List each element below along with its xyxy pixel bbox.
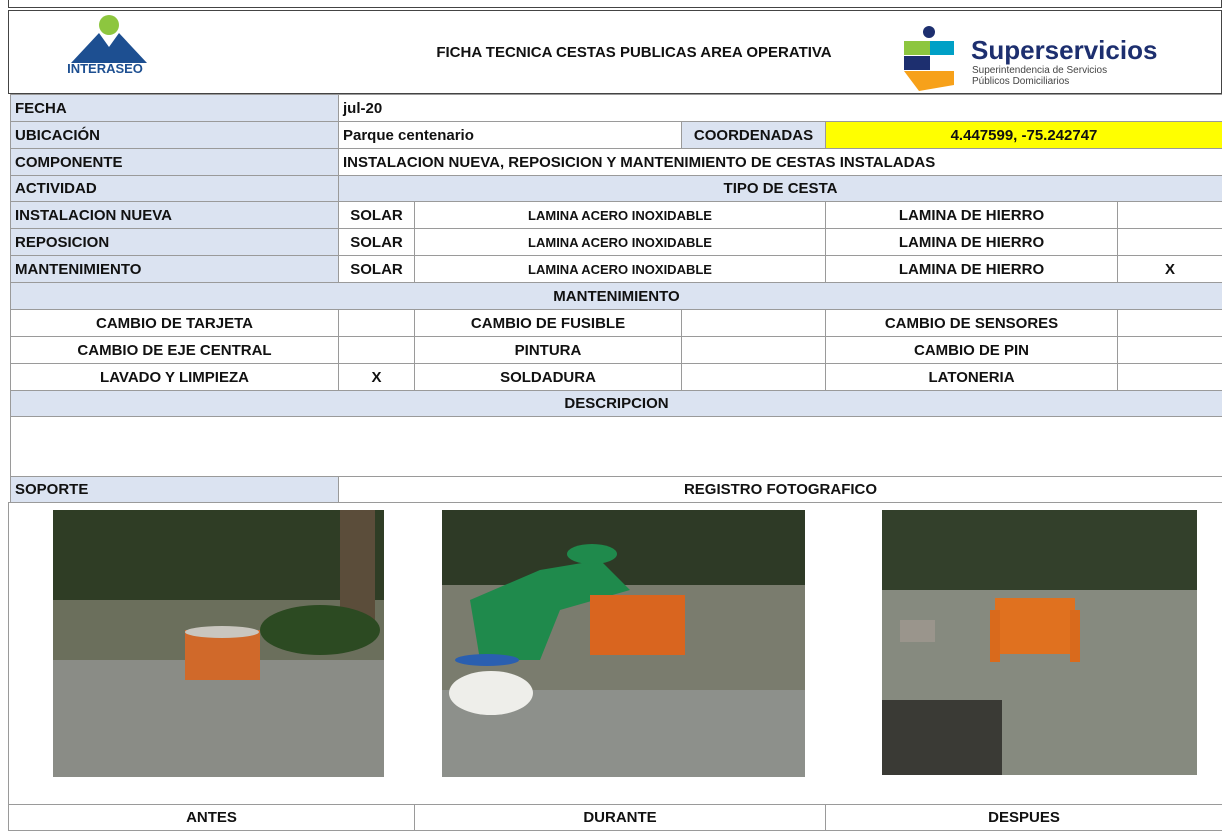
basket-type: LAMINA ACERO INOXIDABLE (414, 255, 826, 283)
task-label: CAMBIO DE TARJETA (10, 309, 339, 337)
mark-cell (681, 363, 826, 391)
mark-cell (1117, 336, 1222, 364)
left-logo: INTERASEO (67, 61, 143, 76)
activity-label: MANTENIMIENTO (10, 255, 339, 283)
right-logo: Superservicios (971, 35, 1157, 65)
field-value: jul-20 (338, 94, 1222, 122)
right-logo-line: Públicos Domiciliarios (972, 76, 1069, 87)
right-logo-line: Superintendencia de Servicios (972, 65, 1107, 76)
task-label: PINTURA (414, 336, 682, 364)
task-label: CAMBIO DE SENSORES (825, 309, 1118, 337)
section-header: REGISTRO FOTOGRAFICO (338, 476, 1222, 503)
field-label: SOPORTE (10, 476, 339, 503)
basket-type: LAMINA DE HIERRO (825, 255, 1118, 283)
field-label: UBICACIÓN (10, 121, 339, 149)
mark-cell (338, 309, 415, 337)
mark-cell (1117, 228, 1222, 256)
mark-cell (681, 336, 826, 364)
basket-type: SOLAR (338, 228, 415, 256)
photo-caption: ANTES (8, 804, 415, 831)
mark-cell (1117, 309, 1222, 337)
task-label: SOLDADURA (414, 363, 682, 391)
basket-type: SOLAR (338, 201, 415, 229)
basket-type: SOLAR (338, 255, 415, 283)
field-label: ACTIVIDAD (10, 175, 339, 202)
header-graphics: INTERASEO FICHA TECNICA CESTAS PUBLICAS … (67, 15, 1157, 91)
section-header: DESCRIPCION (10, 390, 1222, 417)
basket-type: LAMINA ACERO INOXIDABLE (414, 228, 826, 256)
mark-cell (1117, 201, 1222, 229)
header: INTERASEO FICHA TECNICA CESTAS PUBLICAS … (8, 10, 1222, 94)
field-label: COMPONENTE (10, 148, 339, 176)
field-value: Parque centenario (338, 121, 682, 149)
mark-cell (681, 309, 826, 337)
task-label: CAMBIO DE EJE CENTRAL (10, 336, 339, 364)
mark-cell (1117, 363, 1222, 391)
photo-antes (53, 510, 384, 777)
mark-cell (338, 336, 415, 364)
basket-type: LAMINA DE HIERRO (825, 201, 1118, 229)
section-header: MANTENIMIENTO (10, 282, 1222, 310)
photo-despues (882, 510, 1197, 775)
description-body (10, 416, 1222, 477)
mark-cell: X (338, 363, 415, 391)
basket-type: LAMINA DE HIERRO (825, 228, 1118, 256)
basket-type: LAMINA ACERO INOXIDABLE (414, 201, 826, 229)
section-header: TIPO DE CESTA (338, 175, 1222, 202)
task-label: CAMBIO DE FUSIBLE (414, 309, 682, 337)
activity-label: INSTALACION NUEVA (10, 201, 339, 229)
field-value: INSTALACION NUEVA, REPOSICION Y MANTENIM… (338, 148, 1222, 176)
photo-caption: DESPUES (825, 804, 1222, 831)
photo-caption: DURANTE (414, 804, 826, 831)
doc-title: FICHA TECNICA CESTAS PUBLICAS AREA OPERA… (436, 44, 831, 61)
task-label: LATONERIA (825, 363, 1118, 391)
photo-durante (442, 510, 805, 777)
field-value: 4.447599, -75.242747 (825, 121, 1222, 149)
activity-label: REPOSICION (10, 228, 339, 256)
task-label: CAMBIO DE PIN (825, 336, 1118, 364)
mark-cell: X (1117, 255, 1222, 283)
task-label: LAVADO Y LIMPIEZA (10, 363, 339, 391)
field-label: COORDENADAS (681, 121, 826, 149)
field-label: FECHA (10, 94, 339, 122)
